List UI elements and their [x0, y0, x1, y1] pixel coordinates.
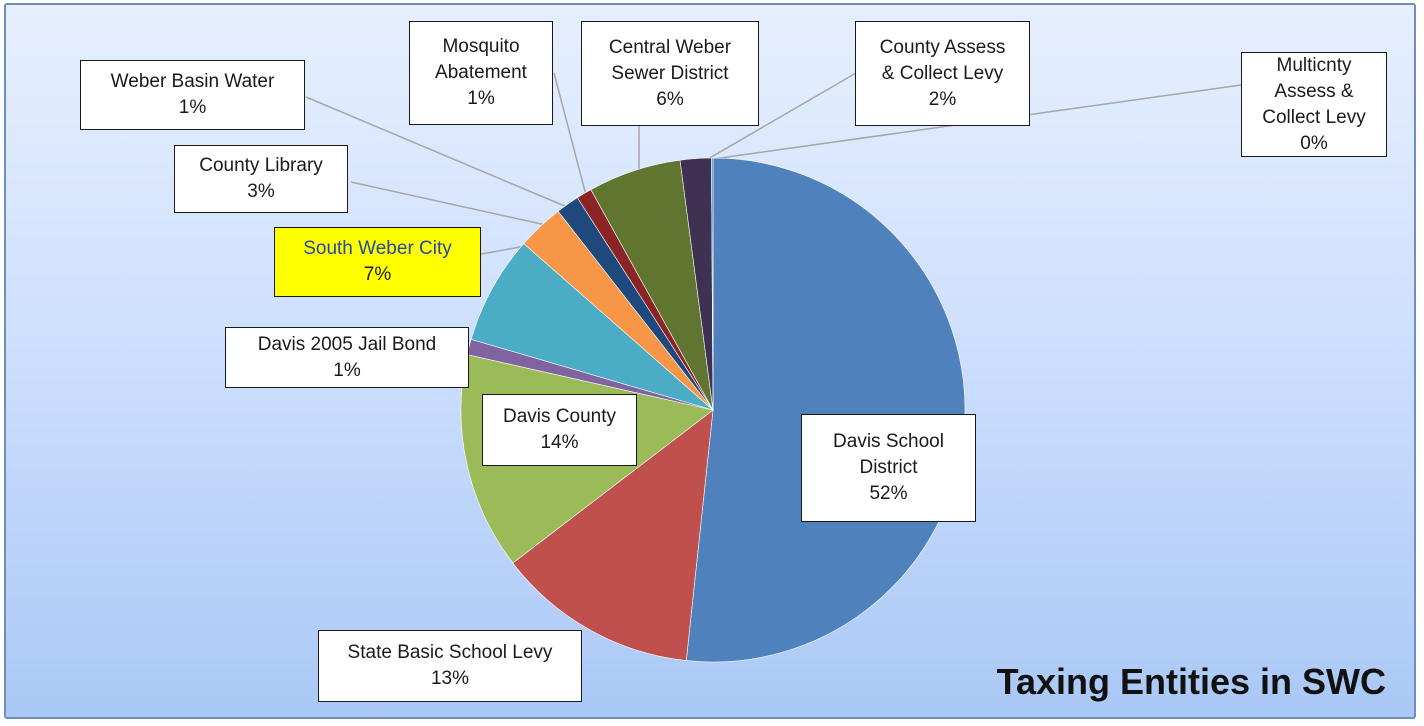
- data-label-percent: 52%: [869, 483, 908, 504]
- data-label-name: County Assess: [879, 36, 1006, 58]
- pie-slice-davis-school-district: [685, 157, 966, 663]
- data-label-name: State Basic School Levy: [347, 642, 553, 663]
- data-label-name: Central Weber: [608, 36, 732, 58]
- data-label-davis-county: Davis County 14%: [482, 394, 637, 466]
- data-label-name: Abatement: [435, 62, 527, 83]
- data-label-south-weber-city: South Weber City 7%: [274, 227, 481, 297]
- pie-slice-multicnty-assess-collect-levy: [711, 157, 714, 411]
- data-label-state-basic-school-levy: State Basic School Levy 13%: [318, 630, 582, 702]
- data-label-name: Multicnty: [1276, 54, 1352, 76]
- data-label-name: Sewer District: [611, 62, 729, 84]
- data-label-percent: 14%: [540, 432, 579, 453]
- data-label-name: Weber Basin Water: [110, 71, 275, 92]
- pie-slice-state-basic-school-levy: [512, 409, 714, 661]
- data-label-percent: 7%: [363, 264, 392, 285]
- data-label-name: Davis School: [833, 431, 944, 452]
- data-label-weber-basin-water: Weber Basin Water 1%: [80, 60, 305, 130]
- data-label-name: County Library: [199, 155, 323, 176]
- data-label-central-weber-sewer-district: Central Weber Sewer District 6%: [581, 21, 759, 126]
- data-label-county-library: County Library 3%: [174, 145, 348, 213]
- data-label-percent: 1%: [178, 97, 207, 118]
- data-label-percent: 6%: [656, 88, 684, 110]
- data-label-name: Collect Levy: [1262, 106, 1366, 128]
- data-label-percent: 1%: [467, 88, 495, 109]
- data-label-percent: 2%: [928, 88, 957, 110]
- chart-area: Davis School District 52% State Basic Schoo…: [4, 3, 1416, 719]
- data-label-name: Davis County: [503, 406, 616, 427]
- data-label-name: South Weber City: [303, 238, 452, 259]
- chart-title: Taxing Entities in SWC: [996, 661, 1386, 702]
- data-label-county-assess-collect-levy: County Assess & Collect Levy 2%: [855, 21, 1030, 126]
- data-label-davis-school-district: Davis School District 52%: [801, 414, 976, 522]
- data-label-name: Mosquito: [442, 36, 520, 57]
- data-label-name: Assess &: [1274, 80, 1354, 102]
- data-label-multicnty-assess-collect-levy: Multicnty Assess & Collect Levy 0%: [1241, 52, 1387, 157]
- data-label-percent: 3%: [247, 181, 275, 202]
- leader-line-county-library: [350, 181, 548, 229]
- data-label-name: & Collect Levy: [881, 62, 1004, 84]
- data-label-mosquito-abatement: Mosquito Abatement 1%: [409, 21, 553, 125]
- data-label-davis-2005-jail-bond: Davis 2005 Jail Bond 1%: [225, 327, 469, 388]
- data-label-name: Davis 2005 Jail Bond: [257, 333, 437, 355]
- pie-slice-south-weber-city: [470, 243, 714, 411]
- data-label-name: District: [859, 457, 918, 478]
- data-label-percent: 1%: [333, 359, 361, 381]
- data-label-percent: 0%: [1300, 132, 1328, 154]
- leader-line-central-weber-sewer-district: [634, 126, 640, 174]
- data-label-percent: 13%: [430, 668, 470, 689]
